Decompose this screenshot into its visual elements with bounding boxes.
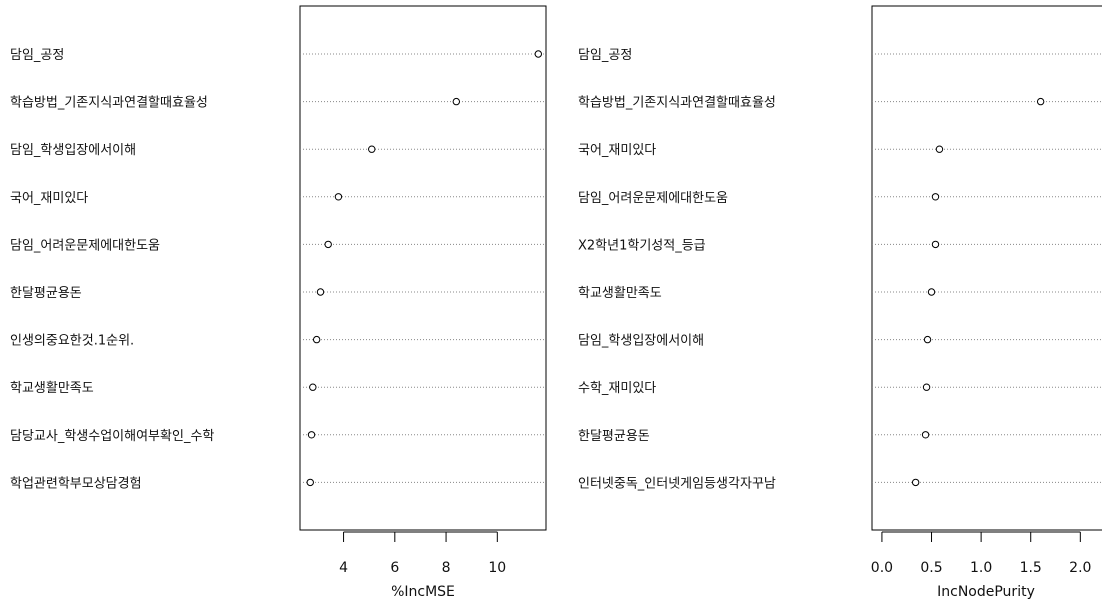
category-label: 학습방법_기존지식과연결할때효율성 — [10, 96, 208, 111]
x-tick-label: 4 — [339, 560, 348, 576]
x-tick-label: 1.5 — [1020, 560, 1042, 576]
category-label: 담임_학생입장에서이해 — [578, 334, 704, 349]
plot-frame — [299, 5, 547, 531]
data-point — [534, 50, 543, 58]
category-label: 학교생활만족도 — [10, 381, 94, 396]
importance-chart-incnodepurity: 담임_공정학습방법_기존지식과연결할때효율성국어_재미있다담임_어려운문제에대한… — [578, 5, 1102, 600]
data-point — [1036, 97, 1045, 106]
category-label: 담임_어려운문제에대한도움 — [578, 191, 728, 206]
data-point — [921, 431, 930, 439]
category-label: 담임_학생입장에서이해 — [10, 143, 136, 158]
x-axis-title: %IncMSE — [391, 584, 455, 600]
data-point — [931, 240, 940, 249]
importance-chart-incmse: 담임_공정학습방법_기존지식과연결할때효율성담임_학생입장에서이해국어_재미있다… — [10, 5, 547, 600]
data-point — [307, 431, 316, 439]
data-point — [923, 335, 932, 344]
category-label: X2학년1학기성적_등급 — [578, 238, 706, 253]
x-tick-label: 1.0 — [970, 560, 992, 576]
category-label: 국어_재미있다 — [10, 191, 88, 206]
x-axis-title: IncNodePurity — [937, 584, 1035, 600]
category-label: 인터넷중독_인터넷게임등생각자꾸남 — [578, 476, 776, 491]
data-point — [316, 288, 325, 296]
data-point — [368, 145, 376, 153]
category-label: 한달평균용돈 — [578, 429, 650, 444]
data-point — [312, 335, 321, 344]
x-tick-label: 6 — [390, 560, 399, 576]
category-label: 인생의중요한것.1순위. — [10, 334, 134, 349]
category-label: 학업관련학부모상담경험 — [10, 476, 142, 491]
data-point — [922, 383, 931, 391]
x-tick-label: 0.0 — [871, 560, 893, 576]
category-label: 담임_공정 — [10, 48, 64, 63]
data-point — [309, 383, 317, 391]
category-label: 담당교사_학생수업이해여부확인_수학 — [10, 429, 214, 444]
data-point — [935, 145, 944, 153]
x-tick-label: 2.0 — [1069, 560, 1091, 576]
category-label: 수학_재미있다 — [578, 381, 656, 396]
data-point — [927, 288, 936, 296]
category-label: 담임_어려운문제에대한도움 — [10, 238, 160, 253]
plot-frame — [871, 5, 1102, 531]
data-point — [452, 97, 461, 106]
data-point — [334, 193, 343, 201]
x-tick-label: 8 — [442, 560, 451, 576]
data-point — [911, 478, 920, 487]
category-label: 담임_공정 — [578, 48, 632, 63]
category-label: 학교생활만족도 — [578, 286, 662, 301]
data-point — [306, 478, 314, 487]
data-point — [324, 240, 332, 249]
data-point — [931, 193, 940, 201]
category-label: 학습방법_기존지식과연결할때효율성 — [578, 96, 776, 111]
category-label: 국어_재미있다 — [578, 143, 656, 158]
x-tick-label: 10 — [488, 560, 506, 576]
x-tick-label: 0.5 — [920, 560, 942, 576]
category-label: 한달평균용돈 — [10, 286, 82, 301]
